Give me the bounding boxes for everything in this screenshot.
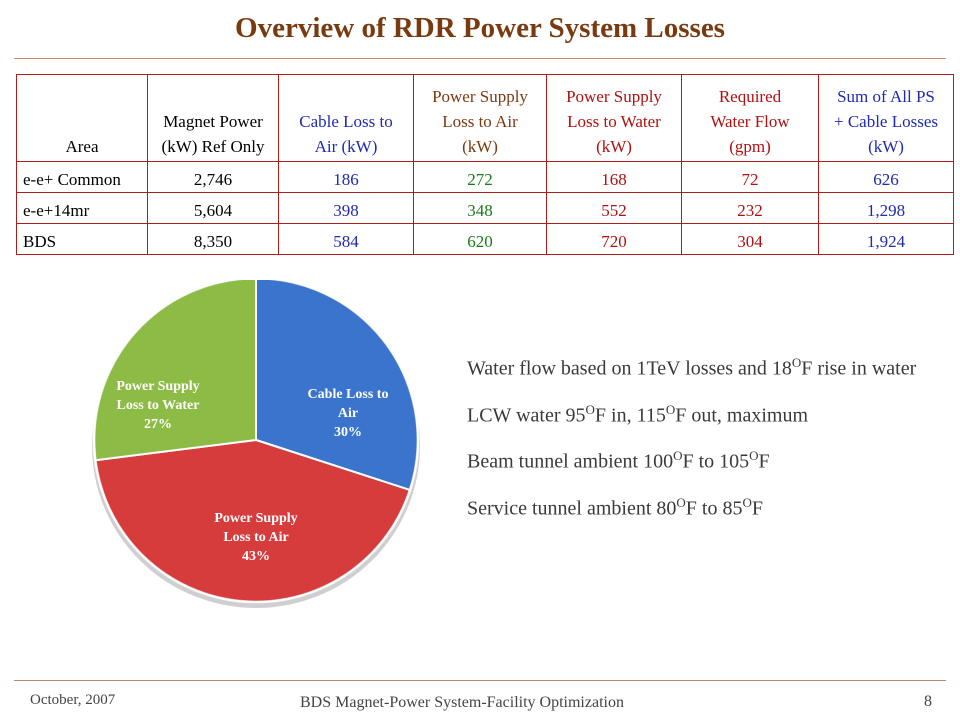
degree-marker: O — [673, 448, 683, 464]
column-header: Power Supply Loss to Air (kW) — [413, 74, 547, 162]
column-header: Required Water Flow (gpm) — [681, 74, 819, 162]
table-cell: 186 — [278, 161, 414, 193]
column-header-line: Cable Loss to — [299, 112, 393, 131]
table-row: e-e+14mr 5,604 398 348 552 232 1,298 — [16, 192, 954, 224]
pie-slice-label: Cable Loss to Air 30% — [308, 387, 389, 440]
table-cell: 5,604 — [147, 192, 279, 224]
column-header: Cable Loss to Air (kW) — [278, 74, 414, 162]
table-row: e-e+ Common 2,746 186 272 168 72 626 — [16, 161, 954, 193]
slide-title: Overview of RDR Power System Losses — [235, 12, 725, 44]
table-cell: 2,746 — [147, 161, 279, 193]
loss-pie-chart: Cable Loss to Air 30% Power Supply Loss to A… — [92, 280, 420, 608]
note-item: Water flow based on 1TeV losses and 18OF… — [467, 355, 917, 380]
table-cell: 720 — [546, 223, 682, 255]
note-item: Beam tunnel ambient 100OF to 105OF — [467, 448, 770, 473]
table-cell: 620 — [413, 223, 547, 255]
table-cell: 1,298 — [818, 192, 954, 224]
table-cell: 348 — [413, 192, 547, 224]
pie-slice-label: Power Supply Loss to Water 27% — [116, 379, 199, 432]
table-cell: 398 — [278, 192, 414, 224]
pie-slice — [93, 280, 257, 462]
column-header-line: (kW) — [462, 137, 498, 156]
row-area-cell: e-e+ Common — [16, 161, 148, 193]
table-row: BDS 8,350 584 620 720 304 1,924 — [16, 223, 954, 255]
column-header: Sum of All PS + Cable Losses (kW) — [818, 74, 954, 162]
footer-title: BDS Magnet-Power System-Facility Optimiz… — [300, 694, 624, 711]
column-header-line: Sum of All PS — [837, 87, 935, 106]
row-area-cell: BDS — [16, 223, 148, 255]
column-header: Power Supply Loss to Water (kW) — [546, 74, 682, 162]
column-header-line: Air (kW) — [314, 137, 378, 156]
column-header-line: Water Flow — [710, 112, 790, 131]
column-header-line: Power Supply — [432, 87, 528, 106]
degree-marker: O — [742, 494, 752, 510]
column-header-line: Loss to Water — [567, 112, 661, 131]
pie-rim — [92, 280, 420, 604]
table-header-row: Area Magnet Power (kW) Ref Only Cable Loss … — [16, 74, 954, 162]
table-cell: 272 — [413, 161, 547, 193]
column-header-line: (kW) Ref Only — [161, 137, 265, 156]
table-cell: 584 — [278, 223, 414, 255]
table-cell: 626 — [818, 161, 954, 193]
table-cell: 232 — [681, 192, 819, 224]
column-header-line: + Cable Losses — [833, 112, 939, 131]
footer-date: October, 2007 — [30, 692, 116, 708]
degree-marker: O — [791, 355, 802, 370]
column-header: Magnet Power (kW) Ref Only — [147, 74, 279, 162]
page-number: 8 — [924, 693, 932, 710]
note-item: Service tunnel ambient 80OF to 85OF — [467, 494, 763, 520]
column-header-line: Power Supply — [566, 87, 662, 106]
table-cell: 8,350 — [147, 223, 279, 255]
column-header-line: (kW) — [596, 137, 632, 156]
degree-marker: O — [665, 401, 676, 417]
column-header-line: Loss to Air — [442, 112, 518, 131]
degree-marker: O — [749, 448, 759, 464]
note-item: LCW water 95OF in, 115OF out, maximum — [467, 401, 809, 427]
table-cell: 72 — [681, 161, 819, 193]
loss-table: Area Magnet Power (kW) Ref Only Cable Loss … — [16, 74, 954, 255]
degree-marker: O — [676, 494, 686, 510]
pie-slice-label: Power Supply Loss to Air 43% — [214, 511, 297, 564]
column-header-line: Required — [718, 87, 782, 106]
column-header: Area — [16, 74, 148, 162]
footer-divider — [14, 680, 946, 681]
table-cell: 1,924 — [818, 223, 954, 255]
row-area-cell: e-e+14mr — [16, 192, 148, 224]
table-cell: 552 — [546, 192, 682, 224]
table-cell: 304 — [681, 223, 819, 255]
degree-marker: O — [585, 401, 595, 417]
notes-list: Water flow based on 1TeV losses and 18OF… — [467, 350, 937, 537]
title-divider — [14, 58, 946, 59]
column-header-line: Area — [65, 137, 99, 156]
column-header-line: Magnet Power — [163, 112, 263, 131]
column-header-line: (kW) — [868, 137, 904, 156]
table-cell: 168 — [546, 161, 682, 193]
column-header-line: (gpm) — [729, 137, 771, 156]
